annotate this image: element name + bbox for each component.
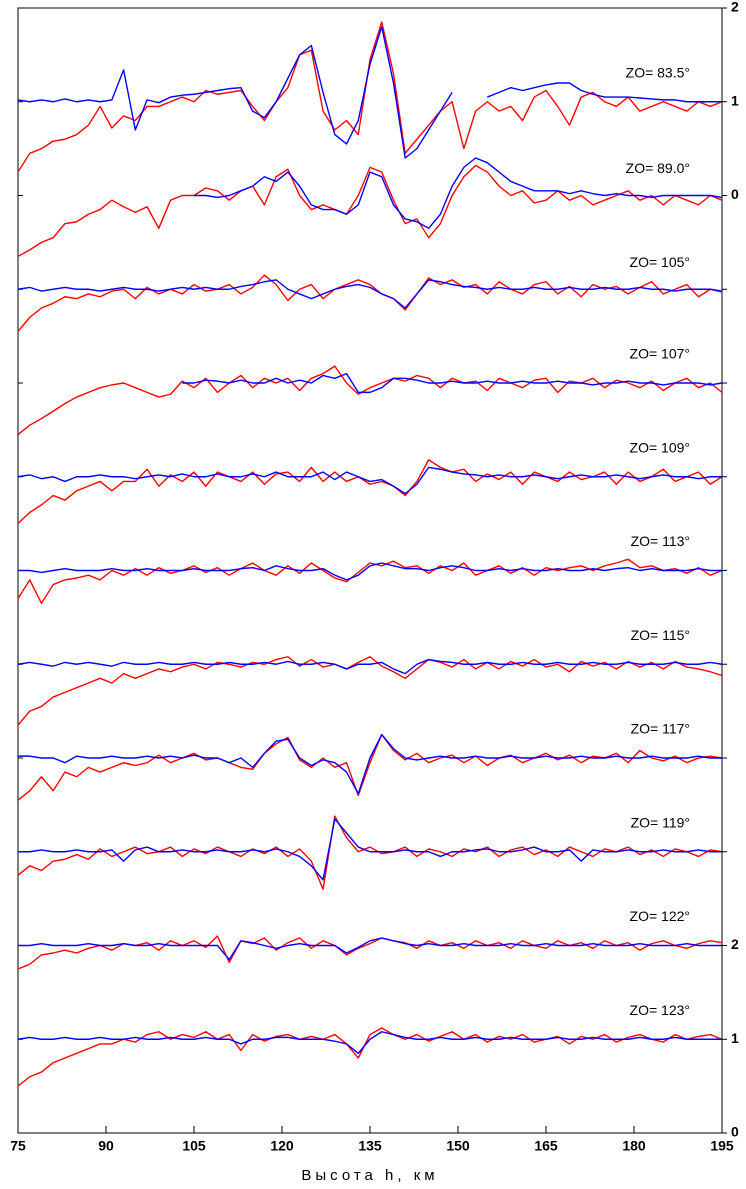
x-tick-label: 195 — [710, 1138, 734, 1154]
series-line — [18, 818, 722, 881]
annotation: ZO= 105° — [630, 254, 690, 270]
annotation: ZO= 115° — [631, 627, 690, 643]
x-tick-label: 120 — [270, 1138, 294, 1154]
x-tick-label: 180 — [622, 1138, 646, 1154]
annotation: ZO= 109° — [630, 439, 690, 455]
series-line — [17, 459, 723, 525]
series-line — [17, 1031, 722, 1055]
x-tick-label: 90 — [98, 1138, 114, 1154]
y-tick-label: 0 — [731, 1124, 739, 1140]
annotation: ZO= 83.5° — [626, 64, 690, 80]
x-tick-label: 105 — [182, 1138, 206, 1154]
series-line — [18, 562, 722, 581]
x-tick-label: 75 — [10, 1138, 26, 1154]
series-line — [17, 1027, 723, 1087]
x-tick-label: 165 — [534, 1138, 558, 1154]
annotation: ZO= 89.0° — [626, 160, 690, 176]
annotation: ZO= 113° — [631, 533, 690, 549]
series-line — [17, 26, 722, 159]
series-line — [17, 365, 723, 436]
series-line — [182, 372, 723, 394]
series-line — [17, 658, 723, 675]
y-tick-label: 1 — [731, 92, 739, 108]
annotation: ZO= 119° — [631, 814, 690, 830]
series-line — [17, 656, 723, 726]
series-line — [17, 21, 723, 173]
y-tick-label: 2 — [731, 936, 739, 952]
annotation: ZO= 117° — [631, 721, 690, 737]
x-tick-label: 135 — [358, 1138, 382, 1154]
series-line — [17, 558, 723, 605]
y-tick-label: 2 — [731, 0, 739, 15]
y-tick-label: 1 — [731, 1030, 739, 1046]
series-line — [17, 733, 723, 801]
series-line — [18, 937, 722, 961]
annotation: ZO= 122° — [630, 908, 690, 924]
annotation: ZO= 123° — [630, 1002, 690, 1018]
x-axis-label: Высота h, км — [301, 1167, 438, 1184]
series-line — [17, 164, 723, 258]
series-line — [194, 157, 723, 230]
series-line — [17, 274, 723, 332]
annotation: ZO= 107° — [630, 346, 690, 362]
series-line — [18, 733, 722, 795]
series-line — [17, 815, 723, 890]
series-line — [17, 279, 723, 309]
x-tick-label: 150 — [446, 1138, 470, 1154]
y-tick-label: 0 — [731, 186, 739, 202]
series-line — [17, 466, 722, 495]
